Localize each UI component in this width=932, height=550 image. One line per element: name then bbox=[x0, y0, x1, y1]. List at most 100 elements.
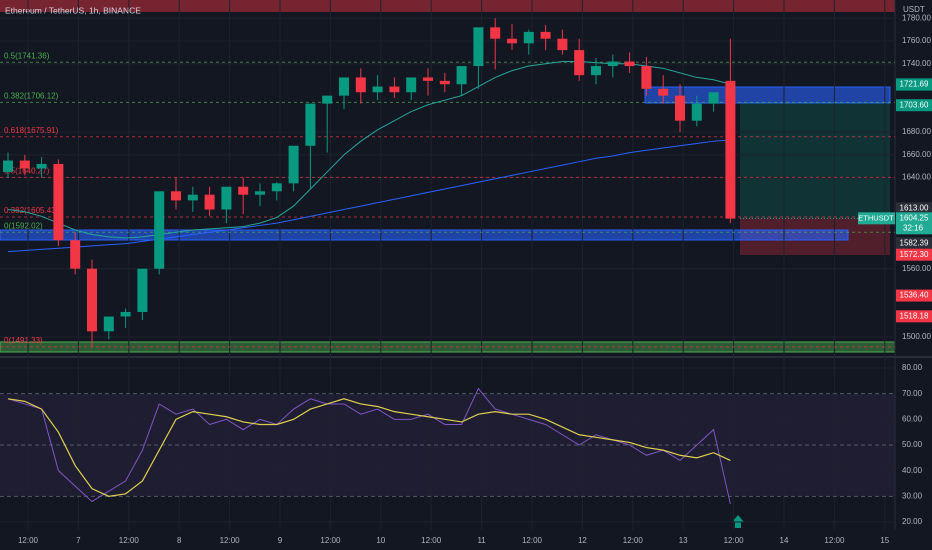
time-label: 14 bbox=[780, 536, 789, 545]
candle-body bbox=[154, 191, 165, 269]
candle-body bbox=[540, 31, 551, 39]
candle-body bbox=[288, 145, 299, 184]
price-tag: 1518.18 bbox=[900, 311, 929, 320]
time-label: 15 bbox=[880, 536, 889, 545]
candle-body bbox=[187, 194, 198, 201]
price-tag: 1721.69 bbox=[900, 80, 929, 89]
time-label: 12:00 bbox=[18, 536, 39, 545]
time-label: 10 bbox=[376, 536, 385, 545]
time-label: 12:00 bbox=[119, 536, 140, 545]
price-tick-label: 1500.00 bbox=[902, 332, 931, 341]
price-tag-bg bbox=[896, 237, 932, 250]
candle-body bbox=[607, 61, 618, 67]
rsi-tick-label: 60.00 bbox=[902, 414, 923, 423]
signal-arrow bbox=[732, 515, 744, 528]
price-tag-bg bbox=[896, 289, 932, 302]
price-tag: 1572.30 bbox=[900, 250, 929, 259]
price-tick-label: 1780.00 bbox=[902, 13, 931, 22]
fib-label: 0.382(1706.12) bbox=[4, 91, 59, 100]
candle-body bbox=[372, 86, 383, 93]
time-label: 12:00 bbox=[623, 536, 644, 545]
candle-body bbox=[355, 77, 366, 93]
candle-body bbox=[523, 31, 534, 44]
candle-body bbox=[221, 186, 232, 210]
time-label: 12 bbox=[578, 536, 587, 545]
candle-body bbox=[70, 240, 81, 269]
price-tick-label: 1660.00 bbox=[902, 150, 931, 159]
currency-label: USDT bbox=[903, 5, 925, 14]
price-tick-label: 1640.00 bbox=[902, 173, 931, 182]
candle-body bbox=[473, 27, 484, 67]
candle-body bbox=[725, 80, 736, 219]
candle-body bbox=[557, 38, 568, 51]
candle-body bbox=[87, 268, 97, 332]
candle-body bbox=[490, 27, 501, 39]
time-label: 12:00 bbox=[220, 536, 241, 545]
price-tick-label: 1680.00 bbox=[902, 127, 931, 136]
time-label: 13 bbox=[679, 536, 688, 545]
candle-body bbox=[120, 311, 131, 317]
candle-body bbox=[423, 77, 433, 81]
candle-body bbox=[3, 160, 13, 172]
rsi-tick-label: 20.00 bbox=[902, 517, 923, 526]
candle-body bbox=[658, 88, 669, 96]
symbol-tag-bg bbox=[858, 212, 895, 225]
candle-body bbox=[456, 66, 467, 85]
time-label: 12:00 bbox=[724, 536, 745, 545]
candle-body bbox=[305, 103, 316, 146]
target-box bbox=[740, 103, 890, 218]
candle-body bbox=[204, 194, 215, 210]
moving-average bbox=[7, 139, 731, 253]
supply-zone bbox=[644, 86, 891, 104]
support-zone bbox=[0, 229, 849, 241]
symbol-title: Ethereum / TetherUS, 1h, BINANCE bbox=[5, 5, 141, 15]
time-label: 12:00 bbox=[320, 536, 341, 545]
rsi-tick-label: 50.00 bbox=[902, 440, 923, 449]
candle-body bbox=[171, 191, 181, 201]
price-tick-label: 1760.00 bbox=[902, 36, 931, 45]
price-tag-bg bbox=[896, 248, 932, 261]
price-tag-bg bbox=[896, 310, 932, 323]
time-label: 7 bbox=[76, 536, 81, 545]
rsi-tick-label: 40.00 bbox=[902, 466, 923, 475]
candle-body bbox=[389, 86, 400, 93]
candle-body bbox=[36, 163, 47, 169]
candle-body bbox=[238, 186, 249, 195]
candle-body bbox=[708, 92, 719, 104]
candle-body bbox=[507, 38, 517, 44]
rsi-tick-label: 70.00 bbox=[902, 389, 923, 398]
fib-label: 0(1491.33) bbox=[4, 336, 43, 345]
countdown: 32:16 bbox=[903, 223, 924, 232]
time-label: 12:00 bbox=[824, 536, 845, 545]
candle-body bbox=[641, 66, 652, 89]
time-label: 11 bbox=[477, 536, 486, 545]
time-label: 12:00 bbox=[522, 536, 543, 545]
candle-body bbox=[406, 77, 417, 93]
fib-label: 0.5(1640.27) bbox=[4, 166, 50, 175]
price-tag: 1582.39 bbox=[900, 238, 929, 247]
price-tag-bg bbox=[896, 78, 932, 91]
fib-label: 0.5(1741.36) bbox=[4, 51, 50, 60]
price-tick-label: 1560.00 bbox=[902, 264, 931, 273]
candle-body bbox=[271, 183, 282, 192]
candle-body bbox=[322, 95, 333, 104]
fib-label: 0.382(1605.43) bbox=[4, 206, 59, 215]
candle-body bbox=[439, 80, 450, 85]
price-tag: 1536.40 bbox=[900, 291, 929, 300]
last-price: 1604.25 bbox=[900, 213, 929, 222]
candle-body bbox=[675, 95, 685, 121]
rsi-ma-line bbox=[7, 398, 731, 497]
symbol-tag: ETHUSDT bbox=[858, 213, 894, 222]
candle-body bbox=[339, 77, 349, 96]
candle-body bbox=[574, 50, 585, 76]
resistance-zone bbox=[0, 0, 895, 12]
last-price-bg bbox=[896, 212, 932, 235]
candle-body bbox=[691, 103, 702, 121]
fib-label: 0(1592.02) bbox=[4, 221, 43, 230]
rsi-tick-label: 80.00 bbox=[902, 363, 923, 372]
time-label: 8 bbox=[177, 536, 182, 545]
candle-body bbox=[255, 191, 265, 195]
price-tick-label: 1740.00 bbox=[902, 59, 931, 68]
fib-label: 0.618(1675.91) bbox=[4, 126, 59, 135]
candle-body bbox=[591, 66, 601, 76]
